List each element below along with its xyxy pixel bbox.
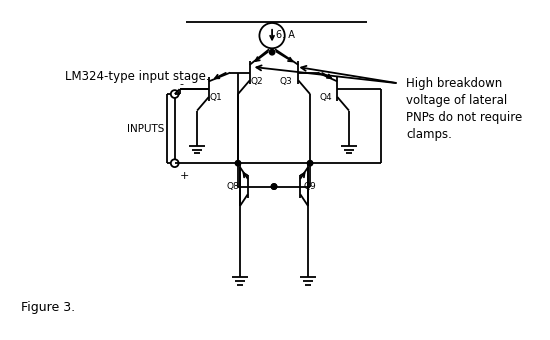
Text: High breakdown
voltage of lateral
PNPs do not require
clamps.: High breakdown voltage of lateral PNPs d…	[406, 78, 522, 141]
Text: Figure 3.: Figure 3.	[21, 301, 75, 314]
Text: Q4: Q4	[320, 93, 332, 102]
Text: Q3: Q3	[280, 76, 293, 86]
Text: Q9: Q9	[303, 182, 316, 191]
Text: 6. A: 6. A	[276, 30, 295, 40]
Text: INPUTS: INPUTS	[126, 124, 164, 134]
Circle shape	[271, 184, 277, 189]
Circle shape	[271, 184, 277, 189]
Text: Q8: Q8	[226, 182, 239, 191]
Circle shape	[270, 49, 275, 55]
Circle shape	[307, 160, 313, 166]
Text: +: +	[179, 171, 189, 181]
Text: Q1: Q1	[210, 93, 223, 102]
Text: LM324-type input stage.: LM324-type input stage.	[65, 70, 210, 83]
Circle shape	[235, 160, 241, 166]
Text: -: -	[179, 79, 184, 89]
Text: Q2: Q2	[251, 76, 263, 86]
